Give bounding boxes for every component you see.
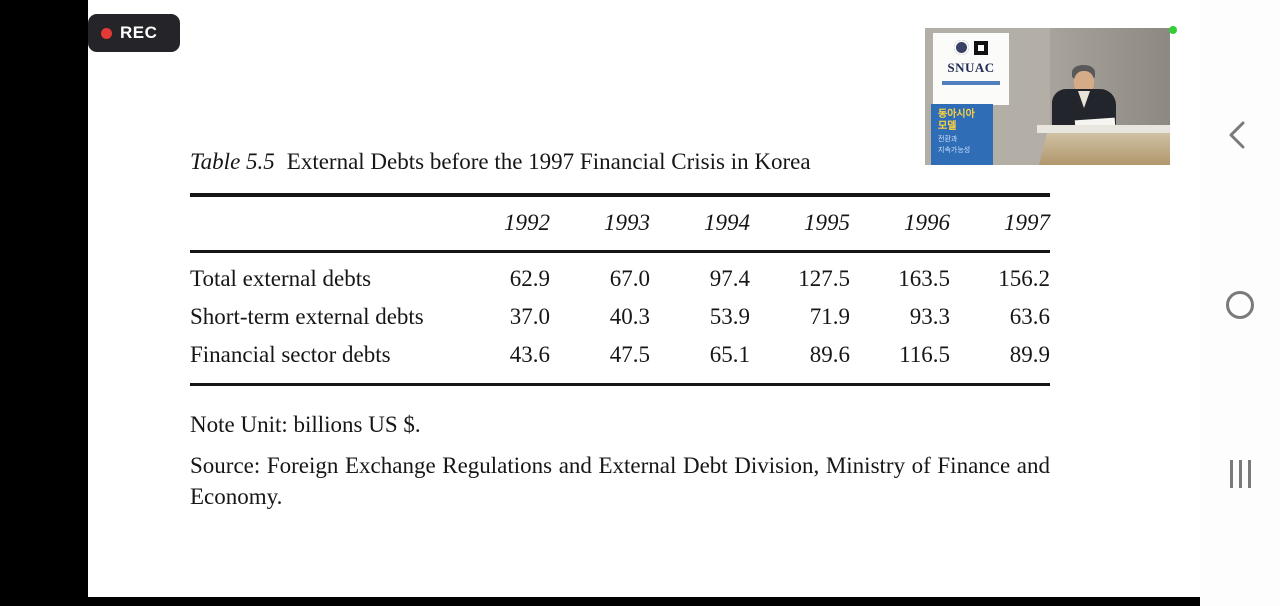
android-navbar	[1200, 0, 1280, 606]
cell: 163.5	[898, 266, 950, 291]
presenter-head	[1074, 71, 1094, 94]
rec-label: REC	[120, 23, 158, 42]
cell: 62.9	[509, 266, 550, 291]
header-empty-cell	[190, 195, 450, 252]
table-row: Short-term external debts 37.0 40.3 53.9…	[190, 298, 1050, 336]
cell: 47.5	[609, 342, 650, 367]
table-source: Source: Foreign Exchange Regulations and…	[190, 453, 1050, 509]
header-year: 1994	[704, 210, 750, 235]
presenter-video[interactable]: SNUAC 동아시아 모델 전환과 지속가능성	[925, 28, 1170, 165]
rec-badge[interactable]: REC	[88, 14, 180, 52]
cell: 63.6	[1009, 304, 1050, 329]
camera-active-icon	[1169, 26, 1177, 34]
snuac-logo-row	[954, 40, 988, 55]
row-label: Financial sector debts	[190, 342, 391, 367]
cell: 89.6	[809, 342, 850, 367]
header-year: 1996	[904, 210, 950, 235]
table-header-row: 1992 1993 1994 1995 1996 1997	[190, 195, 1050, 252]
header-year: 1995	[804, 210, 850, 235]
cell: 65.1	[709, 342, 750, 367]
external-debts-table: 1992 1993 1994 1995 1996 1997 Total exte…	[190, 193, 1050, 386]
row-label: Total external debts	[190, 266, 372, 291]
snuac-banner: SNUAC	[933, 33, 1009, 105]
podium	[1039, 133, 1170, 165]
table-title: Table 5.5 External Debts before the 1997 …	[190, 147, 1050, 177]
table-note: Note Unit: billions US $.	[190, 412, 421, 437]
recents-bar-icon	[1230, 460, 1233, 488]
recents-bar-icon	[1239, 460, 1242, 488]
row-label: Short-term external debts	[190, 304, 424, 329]
table-row: Financial sector debts 43.6 47.5 65.1 89…	[190, 336, 1050, 385]
recents-bar-icon	[1248, 460, 1251, 488]
slide: Table 5.5 External Debts before the 1997 …	[190, 147, 1050, 512]
university-seal-icon	[954, 40, 969, 55]
home-button[interactable]	[1226, 291, 1254, 319]
cell: 156.2	[998, 266, 1050, 291]
cell: 71.9	[809, 304, 850, 329]
cell: 89.9	[1009, 342, 1050, 367]
poster-text: 모델	[938, 121, 957, 132]
poster-text: 동아시아	[938, 109, 975, 120]
poster-text: 전환과	[938, 135, 958, 143]
snuac-wordmark: SNUAC	[947, 60, 995, 75]
poster-text: 지속가능성	[938, 146, 971, 154]
letterbox-left	[0, 0, 88, 606]
letterbox-bottom	[0, 597, 1200, 606]
record-dot-icon	[101, 27, 112, 39]
cell: 43.6	[509, 342, 550, 367]
cell: 67.0	[609, 266, 650, 291]
cell: 116.5	[899, 342, 950, 367]
cell: 40.3	[609, 304, 650, 329]
podium-top	[1037, 125, 1170, 133]
cell: 127.5	[798, 266, 850, 291]
recents-button[interactable]	[1230, 460, 1251, 488]
cell: 93.3	[909, 304, 950, 329]
cell: 37.0	[509, 304, 550, 329]
header-year: 1993	[604, 210, 650, 235]
header-year: 1992	[504, 210, 550, 235]
cell: 53.9	[709, 304, 750, 329]
back-button[interactable]	[1222, 118, 1256, 152]
cell: 97.4	[709, 266, 750, 291]
header-year: 1997	[1004, 210, 1050, 235]
square-logo-icon	[974, 40, 988, 55]
table-number: Table 5.5	[190, 149, 275, 174]
chevron-left-icon	[1229, 121, 1245, 149]
book-poster: 동아시아 모델 전환과 지속가능성	[931, 104, 993, 165]
table-caption: External Debts before the 1997 Financial…	[286, 149, 811, 174]
table-row: Total external debts 62.9 67.0 97.4 127.…	[190, 252, 1050, 299]
banner-subline	[942, 81, 1000, 85]
